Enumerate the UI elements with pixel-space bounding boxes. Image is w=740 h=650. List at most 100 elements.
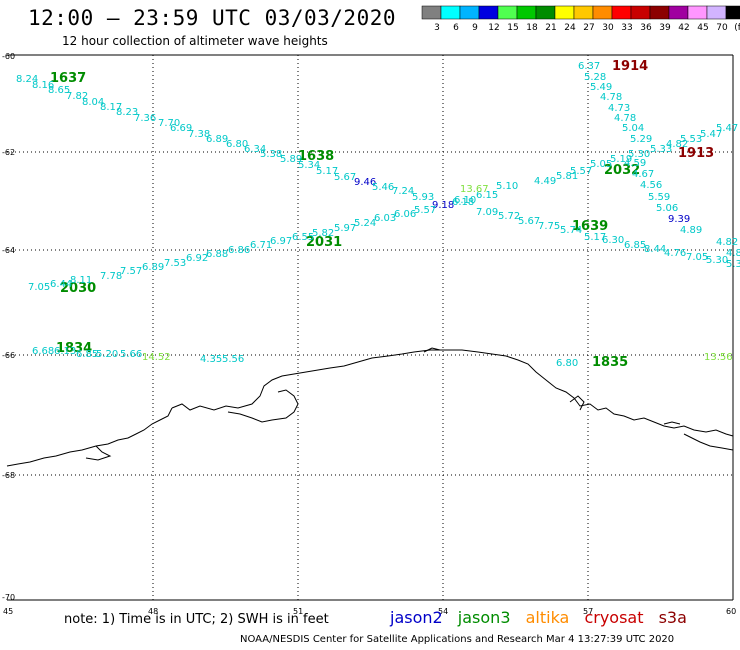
lon-label: 60	[726, 607, 736, 616]
colorbar-tick: 15	[507, 23, 518, 33]
swh-label: 6.34	[244, 144, 266, 155]
swh-label: 8.44	[644, 244, 666, 255]
swh-label: 5.20	[96, 349, 118, 360]
swh-label: 6.89	[206, 134, 228, 145]
swh-label: 5.81	[556, 171, 578, 182]
colorbar-swatch	[459, 5, 480, 20]
swh-label: 6.06	[394, 209, 416, 220]
swh-label: 4.67	[632, 169, 654, 180]
swh-label: 7.38	[188, 129, 210, 140]
swh-label: 6.15	[476, 190, 498, 201]
swh-label: 4.89	[680, 225, 702, 236]
swh-label: 6.44	[50, 279, 72, 290]
swh-label: 5.05	[590, 159, 612, 170]
pass-number: 1638	[298, 149, 334, 164]
swh-label: 5.66	[120, 349, 142, 360]
lat-label: -62	[2, 148, 15, 157]
swh-label: 6.69	[170, 123, 192, 134]
colorbar-tick: 6	[453, 23, 459, 33]
swh-label: 6.80	[226, 139, 248, 150]
legend-cryosat: cryosat	[584, 608, 644, 627]
swh-label: 5.30	[628, 149, 650, 160]
swh-label: 5.33	[650, 144, 672, 155]
swh-label: 5.57	[414, 205, 436, 216]
lon-label: 45	[3, 607, 13, 616]
pass-number: 2032	[604, 163, 640, 178]
swh-label: 8.23	[116, 107, 138, 118]
swh-label: 5.46	[372, 182, 394, 193]
swh-label: 7.75	[538, 221, 560, 232]
footnote: note: 1) Time is in UTC; 2) SWH is in fe…	[64, 612, 329, 627]
swh-label: 6.85	[624, 240, 646, 251]
map-frame	[7, 54, 734, 601]
colorbar-tick: 70	[716, 23, 728, 33]
lon-label: 51	[293, 607, 303, 616]
colorbar-tick: 36	[640, 23, 652, 33]
swh-label: 4.82	[666, 139, 688, 150]
swh-label: 5.74	[560, 225, 582, 236]
swh-label: 6.13	[54, 346, 76, 357]
swh-label: 5.56	[222, 354, 244, 365]
swh-label: 6.92	[186, 253, 208, 264]
swh-label: 5.93	[412, 192, 434, 203]
colorbar-tick: 30	[602, 23, 614, 33]
swh-label: 4.78	[600, 92, 622, 103]
swh-label: 7.05	[28, 282, 50, 293]
swh-label: 7.24	[392, 186, 414, 197]
swh-label: 5.19	[610, 154, 632, 165]
swh-label: 4.73	[608, 103, 630, 114]
map-subtitle: 12 hour collection of altimeter wave hei…	[62, 34, 328, 48]
colorbar-swatch	[516, 5, 537, 20]
legend-jason2: jason2	[390, 608, 443, 627]
colorbar-tick: 27	[583, 23, 594, 33]
swh-label: 6.30	[602, 235, 624, 246]
pass-number: 1637	[50, 71, 86, 86]
swh-label: 5.47	[700, 129, 722, 140]
swh-label: 7.05	[686, 252, 708, 263]
swh-label: 5.17	[584, 232, 606, 243]
swh-label: 6.80	[556, 358, 578, 369]
swh-label: 4.83	[726, 248, 740, 259]
swh-label: 5.89	[280, 154, 302, 165]
swh-label: 5.30	[706, 255, 728, 266]
lon-label: 54	[438, 607, 448, 616]
pass-number: 2031	[306, 235, 342, 250]
antarctic-coastline	[6, 347, 734, 467]
colorbar-tick: 33	[621, 23, 632, 33]
swh-label: 8.24	[16, 74, 38, 85]
swh-label: 5.82	[312, 228, 334, 239]
colorbar-tick: 39	[659, 23, 671, 33]
swh-label: 8.17	[100, 102, 122, 113]
swh-label: 5.49	[590, 82, 612, 93]
swh-label: 7.57	[120, 266, 142, 277]
colorbar-swatch	[497, 5, 518, 20]
pass-number: 2030	[60, 281, 96, 296]
swh-label: 5.10	[496, 181, 518, 192]
colorbar-swatch	[649, 5, 670, 20]
swh-label: 5.28	[584, 72, 606, 83]
swh-label: 4.78	[614, 113, 636, 124]
swh-label: 5.24	[354, 218, 376, 229]
colorbar-swatch	[573, 5, 594, 20]
colorbar-swatch	[611, 5, 632, 20]
colorbar-swatch	[554, 5, 575, 20]
swh-label: 4.35	[200, 354, 222, 365]
credit-line: NOAA/NESDIS Center for Satellite Applica…	[240, 634, 675, 645]
pass-number: 1834	[56, 341, 92, 356]
longitude-labels: 45 48 51 54 57 60	[3, 607, 736, 616]
swh-label: 7.36	[134, 113, 156, 124]
pass-number: 1913	[678, 146, 714, 161]
colorbar-tick: 3	[434, 23, 440, 33]
satellite-legend: jason2 jason3 altika cryosat s3a	[390, 608, 697, 627]
swh-label: 7.82	[66, 91, 88, 102]
colorbar-swatch	[687, 5, 708, 20]
lon-label: 48	[148, 607, 158, 616]
swh-label: 5.67	[518, 216, 540, 227]
legend-s3a: s3a	[658, 608, 687, 627]
colorbar-swatch	[421, 5, 442, 20]
swh-label: 5.29	[630, 134, 652, 145]
colorbar-swatch	[535, 5, 556, 20]
lon-label: 57	[583, 607, 593, 616]
colorbar-swatch	[668, 5, 689, 20]
